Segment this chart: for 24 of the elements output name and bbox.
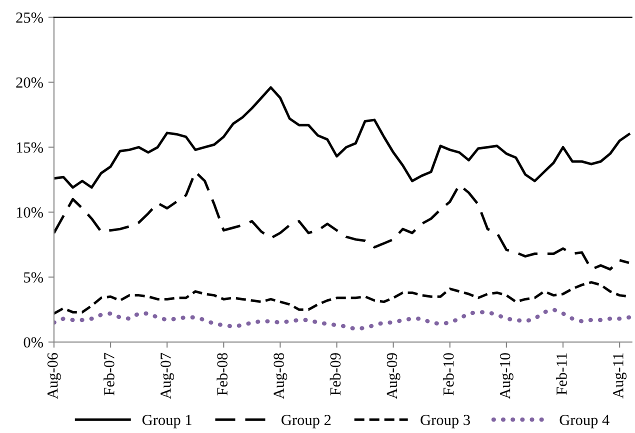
legend-label: Group 2 [282,414,331,428]
legend-label: Group 3 [420,414,470,428]
y-tick-label: 10% [16,207,44,218]
x-tick-label: Aug-11 [613,353,626,398]
y-tick-label: 15% [16,142,44,153]
legend-label: Group 4 [560,414,610,428]
x-tick-label: Aug-06 [47,352,61,400]
x-tick-label: Feb-09 [330,353,341,396]
line-series [54,86,630,189]
y-tick-label: 20% [16,77,44,88]
x-tick-label: Feb-07 [104,352,114,396]
y-tick-label: 25% [16,12,44,23]
x-tick-label: Aug-09 [386,353,400,400]
x-tick-label: Feb-11 [556,353,567,395]
legend-label: Group 1 [142,414,192,428]
line-series [54,170,630,271]
x-tick-label: Feb-08 [216,353,228,396]
line-series [54,308,632,332]
x-tick-label: Aug-08 [274,353,288,400]
x-tick-label: Aug-07 [160,352,174,400]
x-tick-label: Feb-10 [442,353,454,396]
x-tick-label: Aug-10 [500,353,514,400]
y-tick-label: 0% [24,337,44,348]
y-tick-label: 5% [24,272,44,283]
